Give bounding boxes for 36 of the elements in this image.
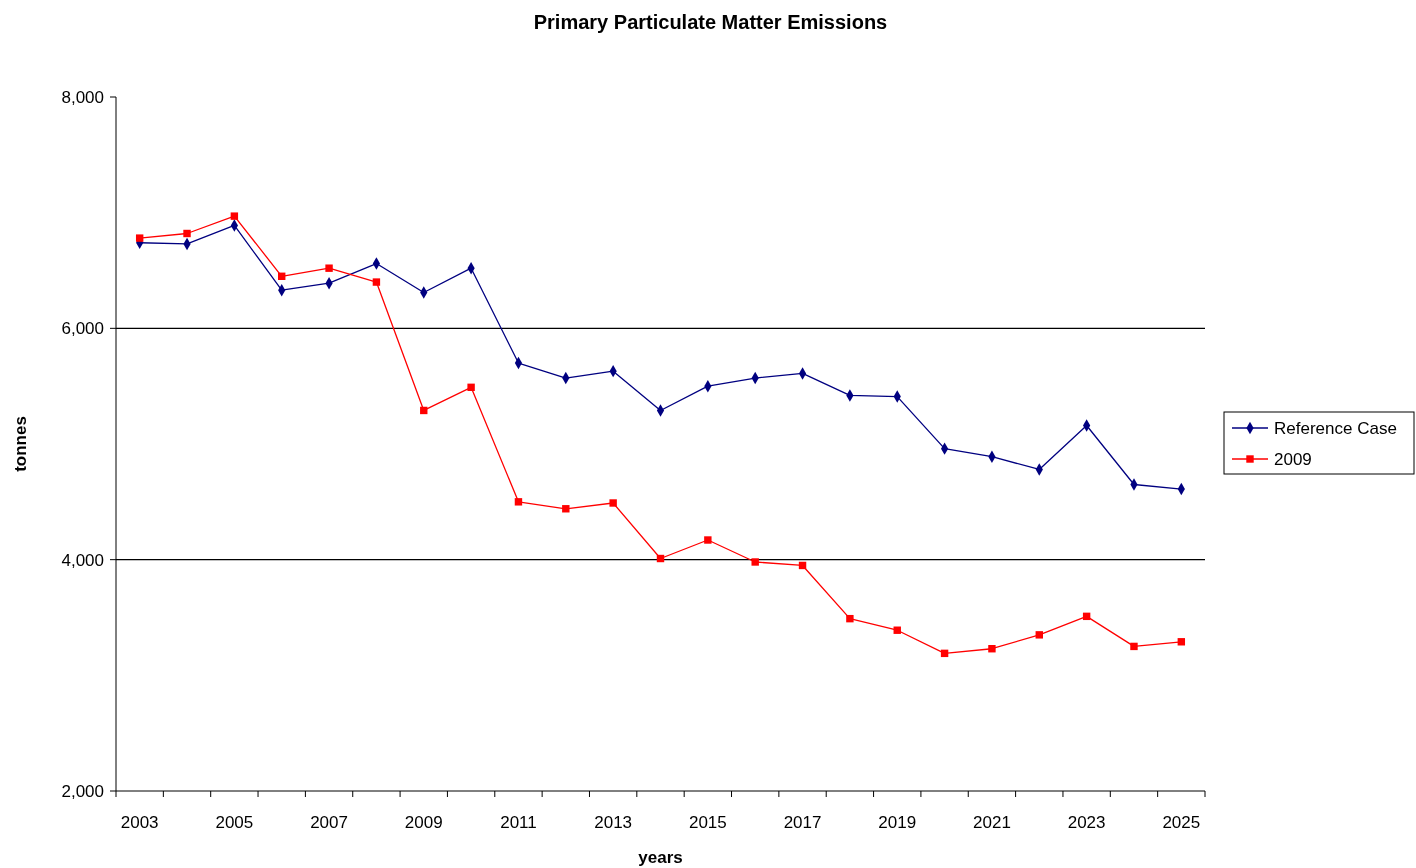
x-tick-label: 2025 [1162, 813, 1201, 832]
point [1130, 642, 1138, 651]
legend-label: 2009 [1274, 450, 1312, 469]
point [988, 645, 996, 653]
legend-label: Reference Case [1274, 419, 1397, 438]
y-axis-title: tonnes [11, 416, 30, 472]
point [467, 383, 475, 392]
point [609, 499, 617, 507]
x-tick-label: 2003 [120, 813, 159, 832]
point [562, 505, 570, 513]
y-tick-label: 8,000 [61, 88, 104, 107]
x-tick-label: 2019 [878, 813, 917, 832]
point [230, 212, 239, 220]
x-tick-label: 2023 [1067, 813, 1106, 832]
point [704, 536, 712, 544]
x-axis-title: years [638, 848, 683, 867]
x-tick-label: 2017 [783, 813, 822, 832]
x-tick-label: 2007 [310, 813, 348, 832]
point [1035, 631, 1043, 639]
x-tick-label: 2009 [404, 813, 443, 832]
x-tick-label: 2011 [500, 813, 537, 832]
y-tick-label: 6,000 [61, 319, 104, 339]
y-tick-label: 4,000 [61, 550, 104, 570]
x-tick-label: 2005 [215, 813, 254, 832]
point [183, 229, 191, 238]
point [372, 278, 381, 286]
x-tick-label: 2013 [594, 813, 633, 832]
point [325, 264, 333, 272]
chart-title: Primary Particulate Matter Emissions [533, 11, 888, 33]
x-tick-label: 2015 [688, 813, 727, 832]
point [514, 498, 523, 506]
point [135, 234, 144, 242]
y-tick-label: 2,000 [61, 782, 104, 801]
point [846, 614, 854, 623]
x-tick-label: 2021 [973, 813, 1011, 832]
point [751, 558, 759, 566]
